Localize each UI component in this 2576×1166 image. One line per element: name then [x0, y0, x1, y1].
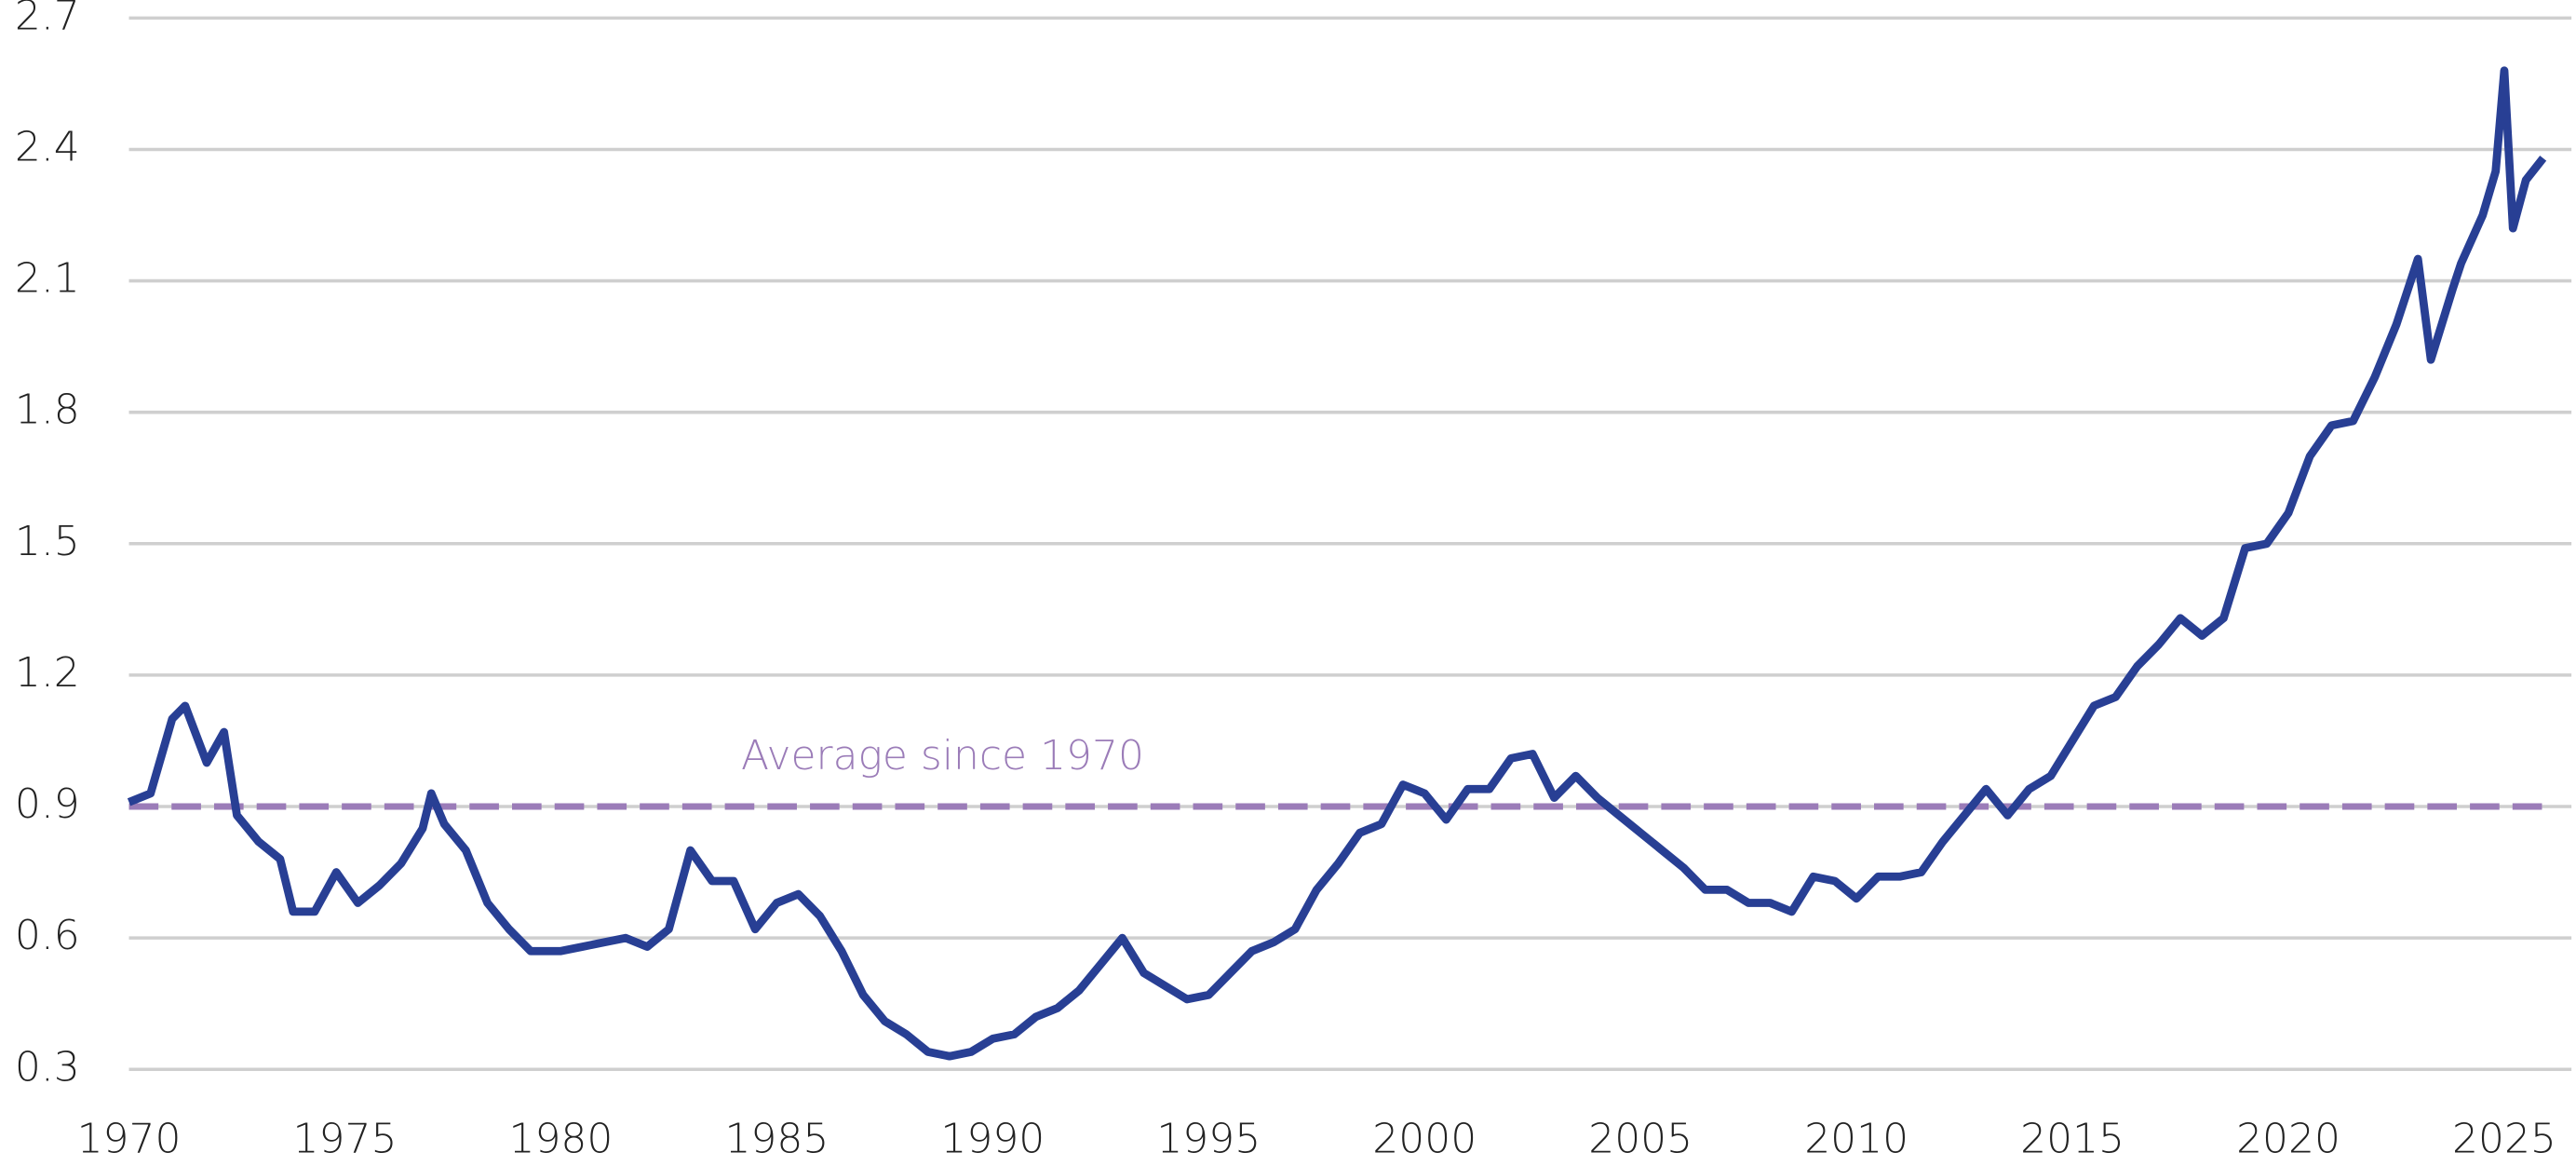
y-tick-label: 2.4 [15, 123, 80, 170]
y-tick-label: 0.6 [15, 912, 80, 959]
y-tick-label: 1.2 [15, 649, 80, 697]
x-tick-label: 2005 [1588, 1116, 1693, 1163]
y-tick-label: 2.1 [15, 255, 80, 303]
x-tick-label: 1990 [940, 1116, 1045, 1163]
y-tick-label: 1.5 [15, 518, 80, 565]
x-tick-label: 1975 [293, 1116, 398, 1163]
x-tick-label: 1980 [509, 1116, 614, 1163]
data-line [127, 66, 2547, 1061]
x-tick-label: 1985 [724, 1116, 829, 1163]
x-tick-label: 2020 [2236, 1116, 2340, 1163]
y-tick-label: 1.8 [15, 386, 80, 434]
x-tick-label: 1995 [1156, 1116, 1261, 1163]
y-tick-label: 2.7 [15, 0, 80, 39]
y-tick-label: 0.3 [15, 1043, 80, 1091]
y-tick-label: 0.9 [15, 780, 80, 828]
x-tick-label: 2010 [1804, 1116, 1908, 1163]
x-tick-label: 1970 [77, 1116, 182, 1163]
x-tick-label: 2025 [2452, 1116, 2556, 1163]
x-tick-label: 2015 [2020, 1116, 2124, 1163]
x-tick-label: 2000 [1372, 1116, 1477, 1163]
reference-label: Average since 1970 [741, 732, 1144, 780]
